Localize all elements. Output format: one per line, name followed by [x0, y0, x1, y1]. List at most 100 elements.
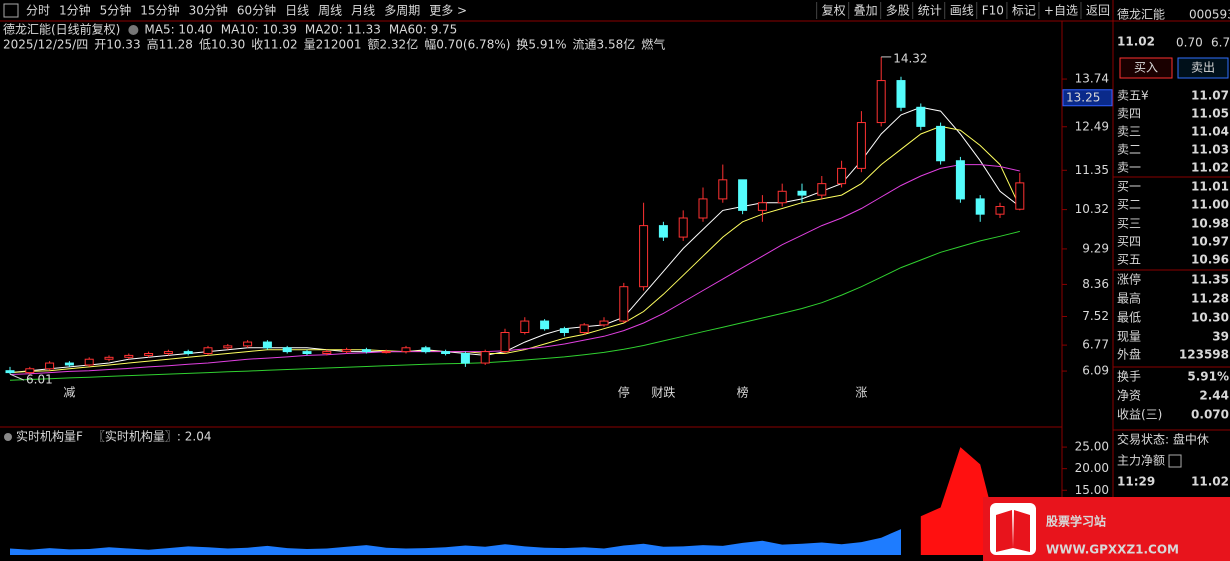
- quote-field: 收11.02: [251, 38, 297, 52]
- info-icon: [128, 25, 139, 35]
- period-tab[interactable]: 60分钟: [237, 3, 276, 18]
- candle-body: [421, 347, 431, 353]
- flow-icon: [1168, 454, 1182, 468]
- candle-body: [817, 183, 827, 196]
- quote-label: 卖四: [1117, 107, 1141, 121]
- event-marker[interactable]: 财跌: [651, 385, 675, 400]
- toolbar-button[interactable]: F10: [982, 4, 1004, 18]
- stock-code: 000593: [1189, 8, 1230, 22]
- event-marker[interactable]: 涨: [855, 385, 867, 400]
- candle-body: [579, 324, 589, 334]
- quote-label: 买四: [1117, 235, 1141, 249]
- ma-line: [9, 164, 1020, 375]
- ma-legend: MA20: 11.33: [305, 23, 381, 37]
- candle-body: [639, 225, 649, 288]
- candle-body: [45, 362, 55, 370]
- quote-label: 买五: [1117, 253, 1141, 267]
- y-tick-label: 6.77: [1082, 338, 1109, 352]
- y-tick-label: 15.00: [1075, 483, 1109, 497]
- sell-button-box[interactable]: [1177, 57, 1229, 79]
- quote-value: 123598: [1179, 348, 1229, 362]
- quote-label: 最低: [1117, 311, 1141, 325]
- quote-field: 低10.30: [199, 38, 245, 52]
- y-tick-label: 9.29: [1082, 241, 1109, 255]
- candle-body: [559, 328, 569, 334]
- candle-body: [84, 358, 94, 366]
- period-tab[interactable]: 30分钟: [189, 3, 228, 18]
- toolbar-button[interactable]: 统计: [918, 4, 942, 18]
- quote-label: 收益(三): [1117, 408, 1162, 422]
- candle-body: [856, 122, 866, 169]
- y-tick-label: 6.09: [1082, 364, 1109, 378]
- high-label: 14.32: [893, 51, 927, 65]
- toolbar-button[interactable]: 画线: [950, 4, 974, 18]
- candle-body: [203, 347, 213, 355]
- quote-value: 39: [1212, 330, 1229, 344]
- low-label: 6.01: [26, 373, 53, 387]
- toolbar-button[interactable]: 复权: [822, 4, 846, 18]
- candle-body: [540, 320, 550, 330]
- ma-line: [9, 125, 1021, 374]
- toolbar-button[interactable]: 返回: [1086, 4, 1110, 18]
- watermark-book: [996, 510, 1030, 552]
- quote-value: 11.35: [1191, 273, 1229, 287]
- candle-body: [797, 190, 807, 196]
- event-marker[interactable]: 减: [63, 386, 75, 400]
- watermark-url: WWW.GPXXZ1.COM: [1046, 543, 1179, 557]
- candle-body: [480, 351, 490, 364]
- buy-button-box[interactable]: [1119, 57, 1173, 79]
- toolbar-button[interactable]: 标记: [1012, 4, 1036, 18]
- last-price: 11.02: [1117, 35, 1155, 49]
- candle-body: [342, 349, 352, 353]
- toolbar-button[interactable]: +自选: [1044, 4, 1078, 18]
- period-tab[interactable]: 多周期: [384, 4, 420, 18]
- quote-field: 量212001: [304, 38, 362, 52]
- candle-body: [1015, 182, 1025, 210]
- quote-value: 10.98: [1191, 217, 1229, 231]
- quote-label: 买三: [1117, 217, 1141, 231]
- buy-button[interactable]: 买入: [1134, 61, 1158, 75]
- quote-label: 买二: [1117, 198, 1141, 212]
- ma-line: [9, 106, 1021, 374]
- trade-status: 交易状态: 盘中休: [1117, 432, 1209, 447]
- candle-body: [738, 179, 748, 211]
- watermark-title: 股票学习站: [1046, 514, 1106, 529]
- quote-label: 现量: [1117, 330, 1141, 344]
- candle-body: [144, 353, 154, 356]
- candle-body: [381, 351, 391, 354]
- candle-body: [441, 351, 451, 355]
- ma-legend: MA5: 10.40: [144, 23, 212, 37]
- period-tab[interactable]: 5分钟: [100, 3, 132, 18]
- toolbar-button[interactable]: 叠加: [854, 4, 878, 18]
- crosshair-box: [1062, 89, 1113, 107]
- quote-field: 流通3.58亿: [573, 37, 636, 52]
- toolbar-icon: [3, 3, 19, 18]
- quote-value: 0.070: [1191, 408, 1229, 422]
- candle-body: [757, 202, 767, 211]
- quote-value: 11.01: [1191, 180, 1229, 194]
- period-tab[interactable]: 周线: [318, 4, 342, 18]
- quote-field: 高11.28: [147, 37, 193, 52]
- candle-body: [163, 351, 173, 355]
- candle-body: [104, 356, 114, 360]
- period-tab[interactable]: 分时: [26, 4, 50, 18]
- sell-button[interactable]: 卖出: [1191, 61, 1215, 75]
- quote-label: 换手: [1117, 370, 1141, 384]
- period-tab[interactable]: 月线: [351, 4, 375, 18]
- event-marker[interactable]: 停: [618, 385, 630, 400]
- toolbar-button[interactable]: 多股: [886, 4, 910, 18]
- candle-body: [401, 347, 411, 353]
- quote-value: 2.44: [1199, 389, 1229, 403]
- period-tab[interactable]: 日线: [285, 4, 309, 18]
- candle-body: [658, 225, 668, 238]
- candle-body: [361, 349, 371, 353]
- candle-body: [520, 320, 530, 334]
- quote-value: 11.07: [1191, 89, 1229, 103]
- event-marker[interactable]: 榜: [737, 385, 749, 400]
- period-tab[interactable]: 15分钟: [140, 3, 179, 18]
- period-tab[interactable]: 1分钟: [59, 3, 91, 18]
- period-tab[interactable]: 更多 >: [429, 4, 467, 18]
- quote-value: 11.05: [1191, 107, 1229, 121]
- y-tick-label: 11.35: [1075, 163, 1109, 177]
